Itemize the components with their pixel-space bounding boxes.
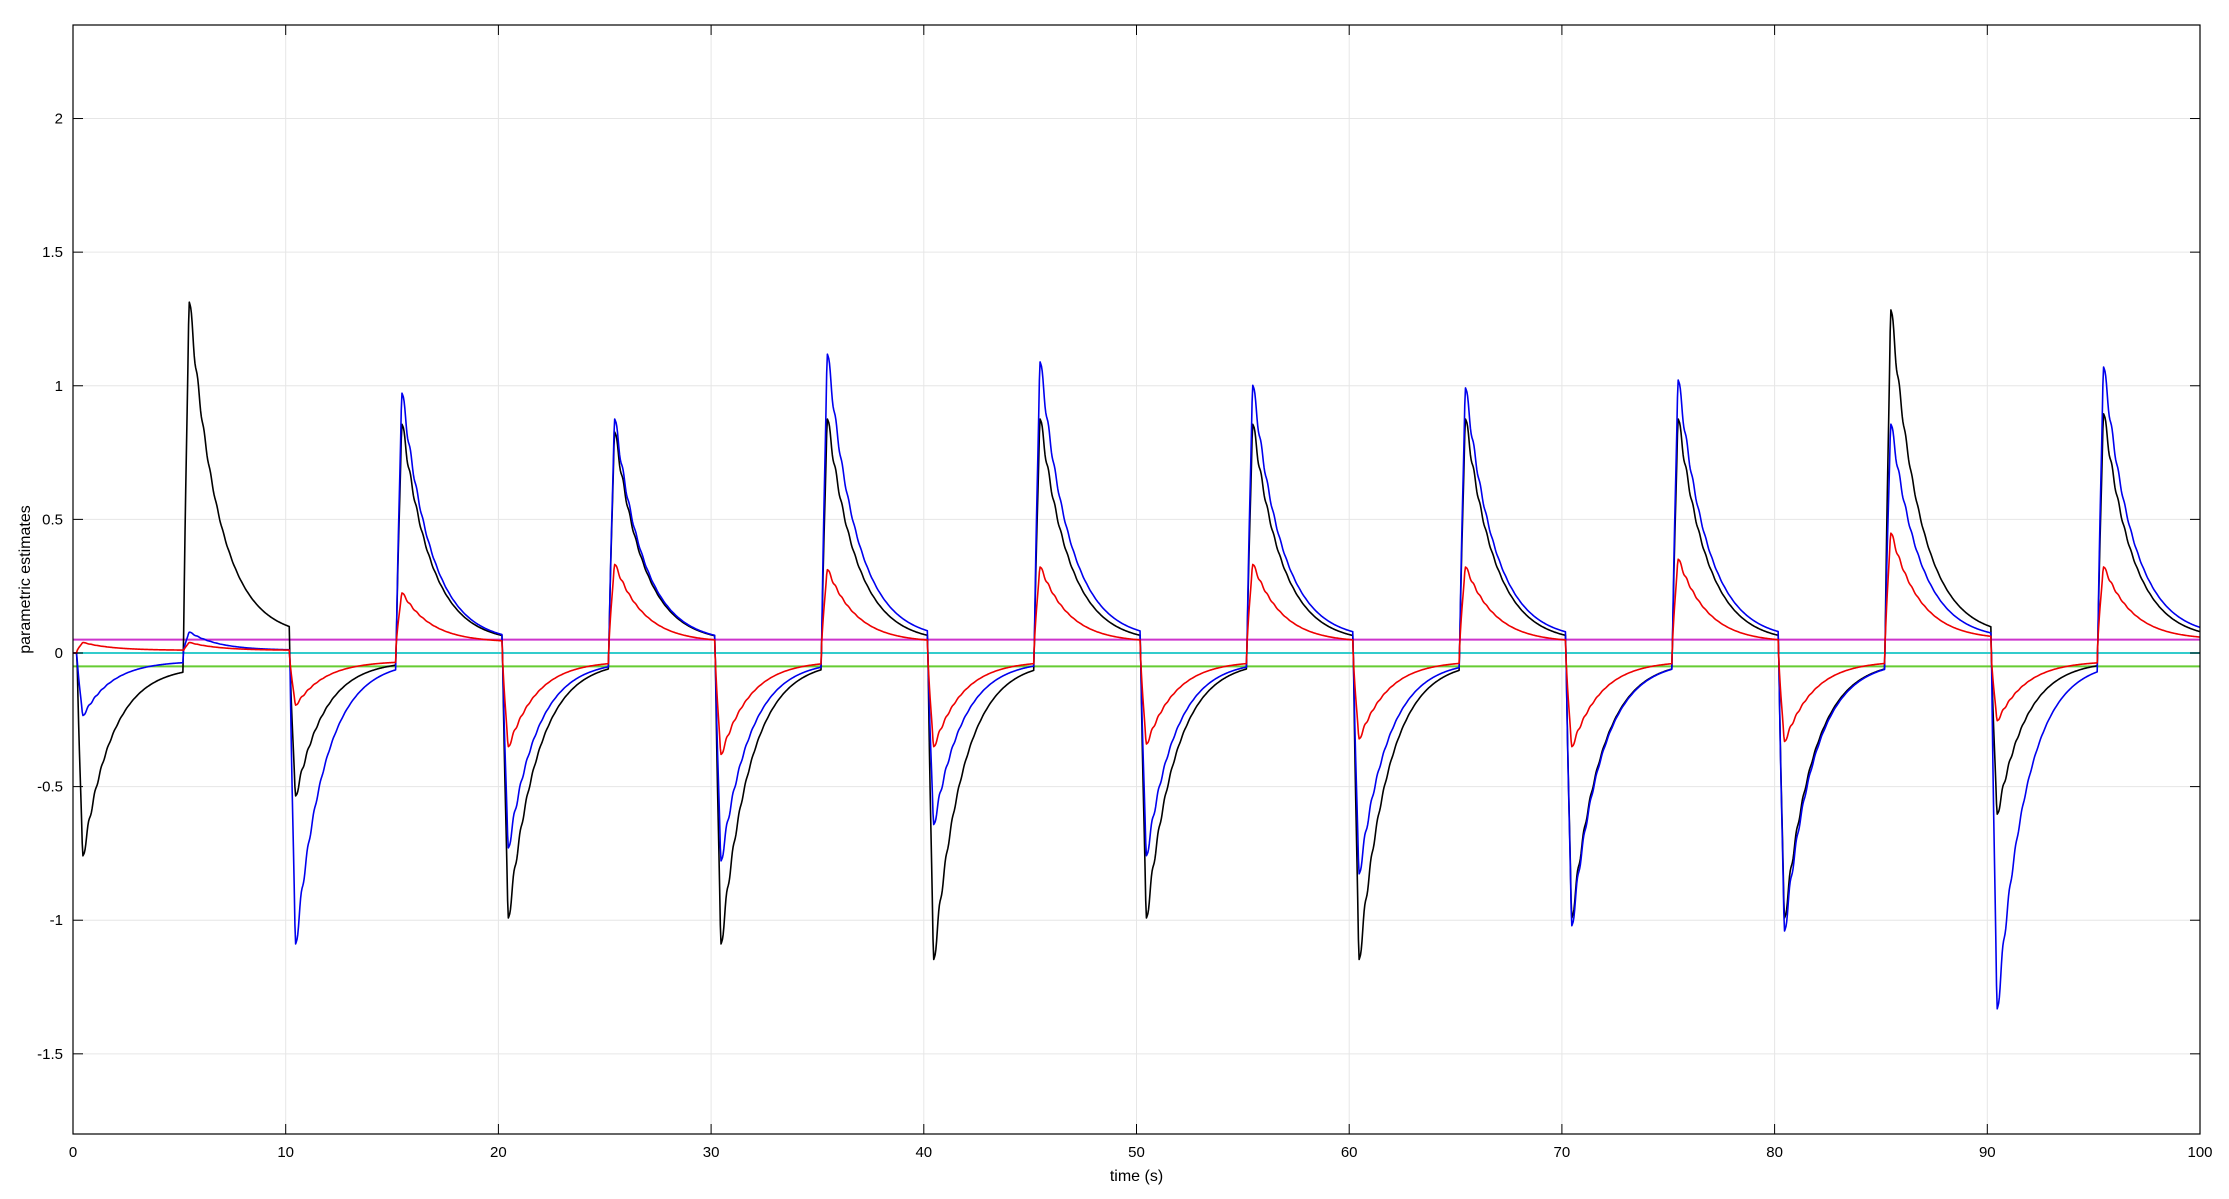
x-tick-label: 30 xyxy=(703,1144,720,1161)
x-axis-label: time (s) xyxy=(1110,1168,1163,1185)
x-tick-label: 80 xyxy=(1766,1144,1783,1161)
series-line-1 xyxy=(72,353,2201,1010)
y-tick-label: 0.5 xyxy=(42,511,63,528)
x-tick-label: 50 xyxy=(1128,1144,1145,1161)
x-tick-label: 0 xyxy=(69,1144,77,1161)
x-tick-label: 40 xyxy=(915,1144,932,1161)
series-lines xyxy=(72,292,2201,1020)
x-tick-label: 90 xyxy=(1979,1144,1996,1161)
x-tick-label: 70 xyxy=(1554,1144,1571,1161)
y-tick-label: 1.5 xyxy=(42,244,63,261)
y-axis-label: parametric estimates xyxy=(17,505,34,654)
series-line-2 xyxy=(72,532,2201,756)
axis-ticks: 0 10 20 30 40 50 60 70 80 90 100 -1.5 -1 -0.5 0 0.5 1 1.5… xyxy=(37,25,2213,1161)
x-tick-label: 60 xyxy=(1341,1144,1358,1161)
y-tick-label: 0 xyxy=(55,645,63,662)
x-tick-label: 100 xyxy=(2187,1144,2212,1161)
y-tick-label: 2 xyxy=(55,111,63,128)
y-tick-label: -0.5 xyxy=(37,779,63,796)
y-tick-label: -1.5 xyxy=(37,1046,63,1063)
x-tick-label: 20 xyxy=(490,1144,507,1161)
y-tick-label: 1 xyxy=(55,378,63,395)
y-tick-label: -1 xyxy=(50,912,63,929)
series-line-0 xyxy=(72,301,2201,961)
x-tick-label: 10 xyxy=(277,1144,294,1161)
